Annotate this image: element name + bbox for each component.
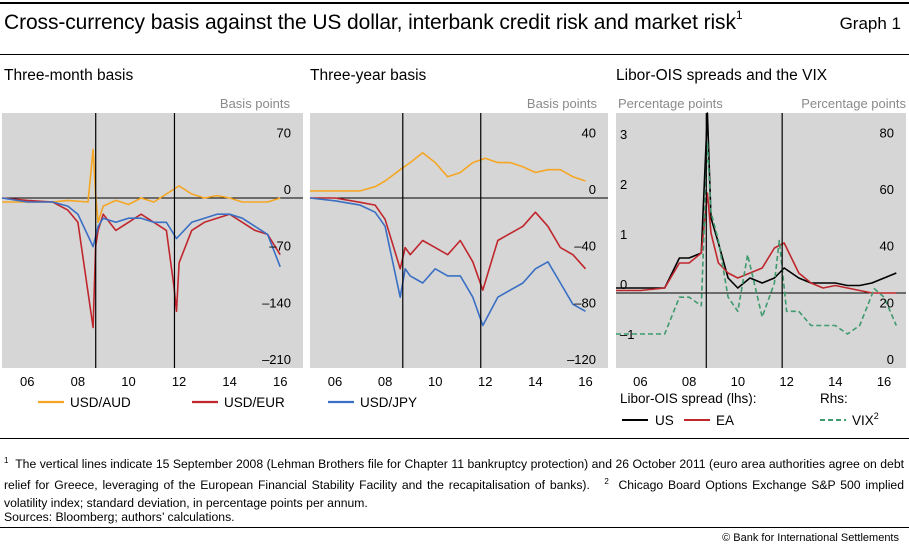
panel-3-x-tick: 16 (877, 374, 891, 389)
notes-rule (0, 438, 909, 439)
panel-2-x-tick: 10 (428, 374, 442, 389)
panel-1-y-tick-right: –140 (262, 295, 291, 310)
panel-3-series-us (616, 112, 897, 289)
panel-3-x-tick: 08 (682, 374, 696, 389)
panel-3-plot-area (616, 113, 906, 368)
panel-2-y-tick-right: –80 (574, 295, 596, 310)
legend-vix-label: VIX2 (852, 411, 879, 428)
panel-2-x-tick: 08 (378, 374, 392, 389)
panel-1-series-usd-jpy (1, 197, 281, 268)
panel-3-x-tick: 14 (828, 374, 842, 389)
panel-1-x-tick: 12 (172, 374, 186, 389)
panel-1-x-tick: 10 (121, 374, 135, 389)
title-rule (0, 54, 909, 55)
panel-2-series-usd-jpy (309, 197, 586, 327)
panel-1-y-tick-right: –70 (269, 239, 291, 254)
panel-3-y-tick-right: 80 (880, 125, 894, 140)
panel-3-y-tick-left: 0 (620, 277, 627, 292)
panel-1-x-tick: 14 (222, 374, 236, 389)
panel-3-unit-right: Percentage points (801, 96, 906, 111)
panel-2-series-usd-aud (310, 151, 586, 192)
top-rule (0, 2, 909, 4)
sources-note: Sources: Bloomberg; authors’ calculation… (4, 510, 235, 524)
panel-3-y-tick-right: 0 (887, 352, 894, 367)
panel-2-y-tick-right: 0 (589, 182, 596, 197)
panel-2-y-tick-right: –40 (574, 239, 596, 254)
panel-2-y-tick-right: –120 (567, 352, 596, 367)
panel-1-x-tick: 16 (273, 374, 287, 389)
legend-libor-title: Libor-OIS spread (lhs): (620, 391, 757, 406)
copyright-note: © Bank for International Settlements (722, 532, 899, 544)
panel-1-title: Three-month basis (4, 67, 133, 84)
legend-aud-label: USD/AUD (70, 395, 131, 410)
panel-3-y-tick-left: 3 (620, 127, 627, 142)
panel-1-series-usd-aud (2, 148, 281, 224)
panel-2-series-usd-eur (310, 197, 587, 291)
panel-2-y-tick-right: 40 (582, 125, 596, 140)
panel-1-y-tick-right: –210 (262, 352, 291, 367)
panel-3-series-ea (616, 192, 897, 294)
legend-rhs-title: Rhs: (820, 391, 848, 406)
panel-3-x-tick: 10 (731, 374, 745, 389)
panel-2-x-tick: 16 (578, 374, 592, 389)
panel-3-x-tick: 06 (633, 374, 647, 389)
panel-1-y-tick-right: 0 (284, 182, 291, 197)
panel-3-x-tick: 12 (779, 374, 793, 389)
panel-3-y-tick-left: 2 (620, 177, 627, 192)
panel-1-plot-area (2, 113, 303, 368)
panel-3-unit-left: Percentage points (618, 96, 723, 111)
panel-3-y-tick-left: 1 (620, 227, 627, 242)
panel-3-y-tick-right: 60 (880, 182, 894, 197)
panel-2-x-tick: 06 (328, 374, 342, 389)
panel-3-y-tick-right: 20 (880, 295, 894, 310)
legend-us-label: US (655, 413, 674, 428)
panel-2-x-tick: 12 (478, 374, 492, 389)
charts-canvas: Three-month basis Three-year basis Libor… (1, 67, 906, 428)
footnote-1: The vertical lines indicate 15 September… (4, 457, 904, 493)
legend-jpy-label: USD/JPY (360, 395, 417, 410)
panel-2-plot-area (310, 113, 608, 368)
footnote-2: Chicago Board Options Exchange S&P 500 i… (4, 478, 904, 511)
panel-1-x-tick: 08 (71, 374, 85, 389)
graph-label: Graph 1 (839, 14, 901, 33)
panel-1-x-tick: 06 (20, 374, 34, 389)
panel-3-y-tick-left: –1 (620, 327, 634, 342)
bottom-rule (0, 527, 909, 528)
panel-2-x-tick: 14 (528, 374, 542, 389)
panel-3-series-vix (616, 140, 898, 335)
panel-3-y-tick-right: 40 (880, 239, 894, 254)
panel-2-unit: Basis points (527, 96, 598, 111)
legend-ea-label: EA (716, 413, 734, 428)
footnotes: 1 The vertical lines indicate 15 Septemb… (4, 456, 904, 511)
legend-eur-label: USD/EUR (224, 395, 285, 410)
panel-1-y-tick-right: 70 (277, 125, 291, 140)
page-title: Cross-currency basis against the US doll… (4, 8, 743, 34)
panel-1-unit: Basis points (220, 96, 291, 111)
panel-2-title: Three-year basis (310, 67, 427, 84)
panel-3-title: Libor-OIS spreads and the VIX (616, 67, 828, 84)
